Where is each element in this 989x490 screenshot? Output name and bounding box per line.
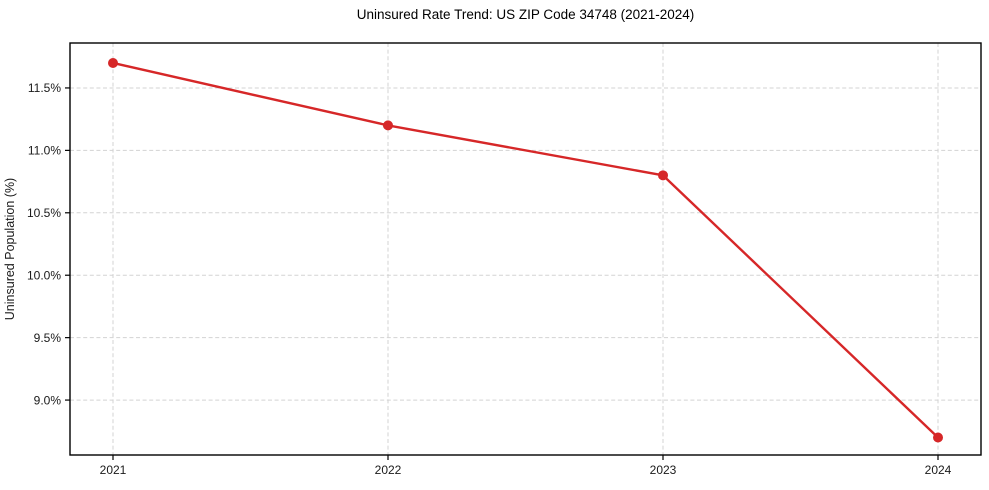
trend-line — [111, 61, 940, 439]
y-tick-label: 11.5% — [28, 81, 61, 95]
data-point-marker — [108, 57, 118, 68]
data-point-marker — [658, 170, 668, 181]
y-tick-label: 9.5% — [34, 331, 62, 345]
y-tick-label: 9.0% — [34, 393, 62, 407]
plot-border — [69, 42, 982, 456]
y-tick-label: 10.0% — [27, 268, 61, 282]
y-axis-title: Uninsured Population (%) — [3, 178, 17, 320]
data-point-marker — [933, 432, 943, 443]
x-tick-label: 2022 — [375, 463, 402, 477]
chart-title: Uninsured Rate Trend: US ZIP Code 34748 … — [356, 7, 695, 22]
x-tick-label: 2024 — [925, 463, 952, 477]
y-tick-label: 11.0% — [28, 144, 61, 158]
y-tick-label: 10.5% — [27, 206, 61, 220]
data-point-marker — [383, 120, 393, 131]
x-tick-label: 2021 — [100, 463, 127, 477]
x-tick-label: 2023 — [650, 463, 677, 477]
